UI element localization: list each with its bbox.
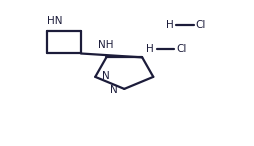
Text: H: H xyxy=(146,44,154,54)
Text: N: N xyxy=(102,71,110,81)
Text: H: H xyxy=(166,20,173,30)
Text: Cl: Cl xyxy=(196,20,206,30)
Text: HN: HN xyxy=(47,16,63,26)
Text: N: N xyxy=(109,85,117,95)
Text: Cl: Cl xyxy=(176,44,186,54)
Text: NH: NH xyxy=(98,40,113,50)
